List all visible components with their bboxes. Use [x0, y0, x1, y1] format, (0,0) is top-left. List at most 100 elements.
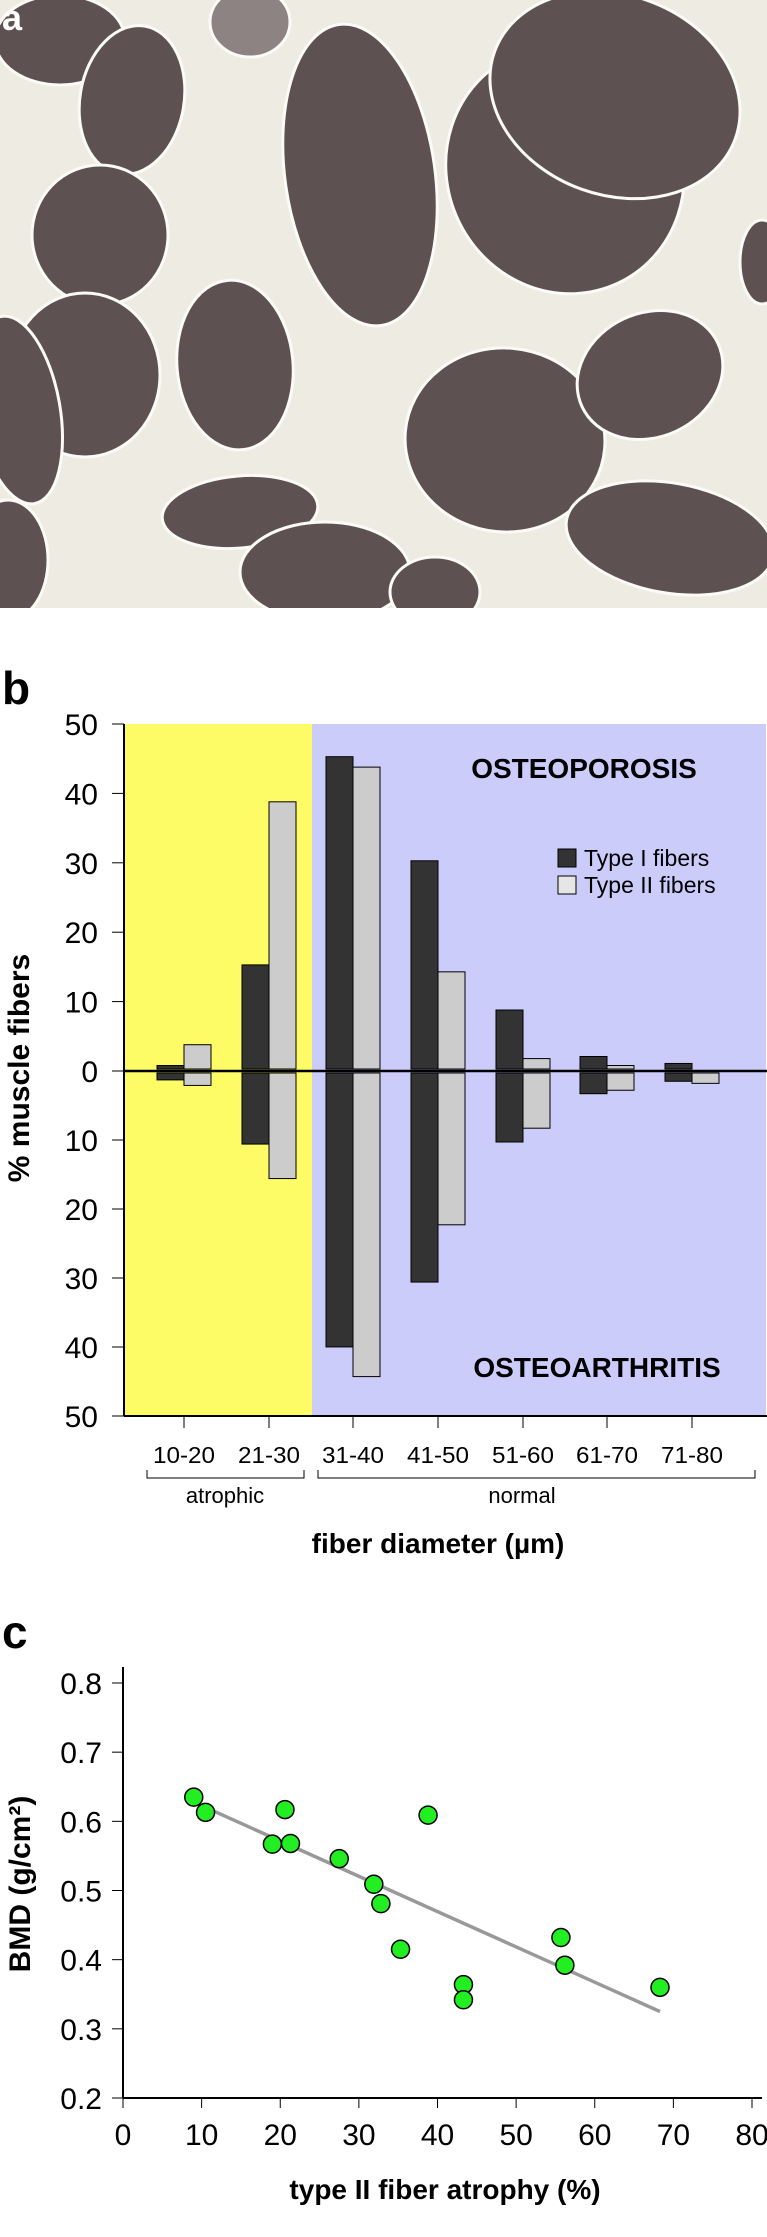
- legend-label-type2: Type II fibers: [584, 872, 716, 898]
- x-tick-label: 70: [657, 2119, 690, 2152]
- data-point: [195, 1802, 216, 1823]
- y-axis-label: BMD (g/cm²): [4, 1796, 37, 1973]
- bar-osteoarthritis-type2: [691, 1072, 720, 1084]
- data-point: [551, 1927, 571, 1948]
- data-point: [262, 1834, 283, 1854]
- data-point: [453, 1990, 474, 2010]
- bar-osteoporosis-type1: [241, 964, 270, 1070]
- data-point: [371, 1893, 391, 1914]
- scatter-chart-panel: c 0.8 0.7 0.6 0.5 0.4 0.3 0.2 0 10 20 30 40 50 60 70 8…: [2, 1606, 767, 2205]
- x-tick-label: 0: [115, 2119, 132, 2152]
- normal-bracket: [317, 1470, 756, 1479]
- muscle-fiber: [388, 555, 482, 608]
- osteoporosis-label: OSTEOPOROSIS: [471, 753, 697, 784]
- x-axis-label: fiber diameter (µm): [312, 1528, 565, 1559]
- data-point: [418, 1805, 438, 1825]
- bar-osteoarthritis-type1: [325, 1072, 354, 1348]
- data-point: [390, 1939, 411, 1960]
- x-axis-label: type II fiber atrophy (%): [289, 2174, 600, 2205]
- bar-osteoarthritis-type2: [268, 1072, 297, 1180]
- muscle-fiber: [738, 218, 767, 306]
- bar-osteoporosis-type1: [579, 1056, 608, 1070]
- normal-region-bg: [312, 724, 766, 1416]
- muscle-fiber: [281, 22, 439, 328]
- y-tick-label: 40: [65, 1332, 98, 1365]
- muscle-fiber: [0, 498, 50, 608]
- x-tick-label: 51-60: [492, 1442, 554, 1468]
- data-point: [555, 1955, 575, 1975]
- panel-b-label: b: [2, 662, 30, 714]
- bar-osteoarthritis-type1: [156, 1072, 185, 1081]
- data-point: [275, 1799, 295, 1820]
- y-tick-label: 20: [65, 917, 98, 950]
- y-tick-label: 50: [65, 709, 98, 742]
- bar-chart-panel: b 50 40 30 20 10 0 10 20 30 40 50 10-20 21-30 31-40 4…: [2, 662, 767, 1559]
- legend-swatch-type2: [557, 875, 577, 895]
- y-tick-label: 0.5: [60, 1876, 102, 1909]
- y-tick-label: 0.2: [60, 2083, 102, 2116]
- x-tick-label: 41-50: [407, 1442, 469, 1468]
- y-tick-label: 0.8: [60, 1668, 102, 1701]
- data-point: [329, 1848, 349, 1869]
- x-tick-label: 31-40: [322, 1442, 384, 1468]
- bar-osteoarthritis-type1: [241, 1072, 270, 1145]
- muscle-fiber: [0, 314, 65, 506]
- bar-osteoporosis-type1: [410, 860, 439, 1070]
- x-tick-label: 80: [735, 2119, 767, 2152]
- x-tick-label: 20: [264, 2119, 297, 2152]
- bar-osteoarthritis-type1: [410, 1072, 439, 1283]
- x-tick-label: 10-20: [153, 1442, 215, 1468]
- y-tick-label: 0.3: [60, 2014, 102, 2047]
- bar-osteoarthritis-type1: [664, 1072, 693, 1082]
- bar-osteoporosis-type2: [437, 971, 466, 1070]
- bar-osteoporosis-type2: [183, 1044, 212, 1070]
- legend-swatch-type1: [557, 848, 577, 868]
- bar-osteoarthritis-type2: [606, 1072, 635, 1091]
- x-tick-label: 50: [499, 2119, 532, 2152]
- legend-label-type1: Type I fibers: [584, 845, 709, 871]
- x-tick-label: 30: [342, 2119, 375, 2152]
- bar-osteoporosis-type2: [522, 1058, 551, 1070]
- bar-osteoporosis-type1: [325, 756, 354, 1070]
- muscle-fiber: [488, 0, 742, 201]
- osteoarthritis-label: OSTEOARTHRITIS: [473, 1352, 720, 1383]
- bar-osteoporosis-type1: [664, 1062, 693, 1070]
- bar-osteoarthritis-type1: [579, 1072, 608, 1095]
- bar-osteoporosis-type2: [606, 1065, 635, 1070]
- y-tick-label: 10: [65, 987, 98, 1020]
- bar-osteoarthritis-type1: [495, 1072, 524, 1143]
- muscle-fiber: [175, 278, 295, 452]
- data-point: [280, 1833, 301, 1854]
- bar-osteoporosis-type2: [352, 766, 381, 1070]
- bar-osteoarthritis-type2: [522, 1072, 551, 1129]
- y-tick-label: 30: [65, 1263, 98, 1296]
- bar-osteoporosis-type1: [156, 1065, 185, 1070]
- muscle-fiber: [564, 479, 767, 597]
- y-tick-label: 30: [65, 848, 98, 881]
- x-tick-label: 60: [578, 2119, 611, 2152]
- muscle-fiber: [30, 163, 170, 307]
- data-point: [453, 1974, 474, 1995]
- legend: Type I fibers Type II fibers: [557, 845, 716, 898]
- y-tick-label: 0.7: [60, 1737, 102, 1770]
- x-tick-label: 10: [185, 2119, 218, 2152]
- atrophic-region-bg: [124, 724, 312, 1416]
- x-tick-label: 61-70: [576, 1442, 638, 1468]
- y-tick-label: 40: [65, 778, 98, 811]
- y-tick-label: 0.4: [60, 1945, 102, 1978]
- regression-line: [212, 1809, 661, 2014]
- x-tick-label: 71-80: [661, 1442, 723, 1468]
- muscle-fiber: [208, 0, 292, 59]
- x-tick-label: 21-30: [238, 1442, 300, 1468]
- y-tick-label: 20: [65, 1194, 98, 1227]
- atrophic-label: atrophic: [186, 1483, 264, 1508]
- y-tick-label: 0.6: [60, 1806, 102, 1839]
- data-point: [184, 1787, 204, 1807]
- data-point: [364, 1874, 384, 1895]
- bar-osteoporosis-type1: [495, 1009, 524, 1070]
- bar-osteoarthritis-type2: [183, 1072, 212, 1086]
- y-tick-label: 10: [65, 1125, 98, 1158]
- bar-osteoarthritis-type2: [437, 1072, 466, 1226]
- y-tick-label: 0: [81, 1056, 98, 1089]
- normal-label: normal: [488, 1483, 555, 1508]
